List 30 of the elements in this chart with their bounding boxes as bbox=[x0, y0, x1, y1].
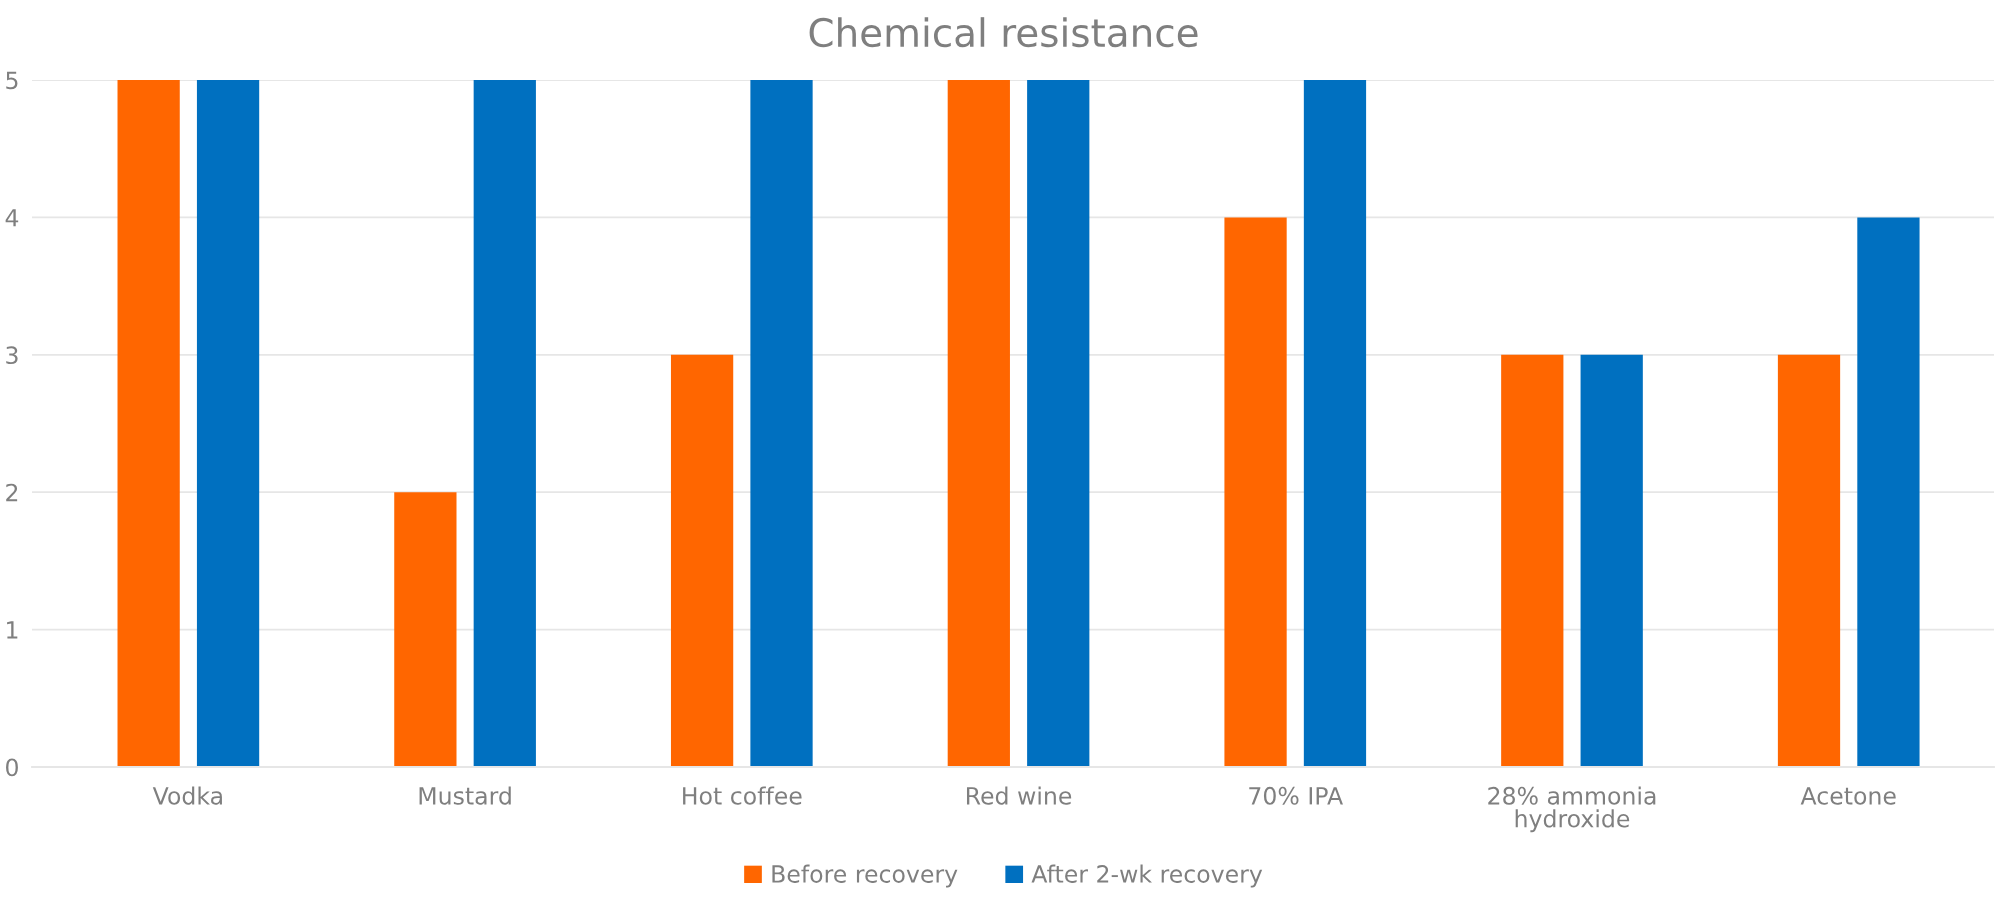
y-tick-label: 5 bbox=[6, 71, 18, 90]
bar bbox=[117, 80, 180, 767]
y-tick-label: 4 bbox=[5, 209, 19, 227]
y-tick-label: 1 bbox=[7, 621, 18, 639]
x-tick-label: Acetone bbox=[1800, 787, 1896, 805]
legend-label: After 2-wk recovery bbox=[1031, 864, 1263, 888]
bar bbox=[1303, 80, 1367, 767]
bar bbox=[473, 80, 536, 767]
bar bbox=[1777, 354, 1841, 767]
bar bbox=[196, 80, 260, 767]
y-tick-label: 3 bbox=[6, 346, 18, 365]
bar bbox=[394, 492, 457, 767]
y-tick-label: 2 bbox=[6, 483, 18, 502]
x-tick-label: Vodka bbox=[152, 786, 222, 805]
bar bbox=[947, 80, 1010, 767]
x-tick-label: Mustard bbox=[419, 786, 511, 805]
legend-label: Before recovery bbox=[772, 864, 958, 888]
bar bbox=[670, 354, 734, 767]
x-tick-label: Hot coffee bbox=[683, 786, 802, 805]
bar bbox=[1501, 354, 1564, 767]
bar bbox=[1857, 217, 1920, 767]
chart-title: Chemical resistance bbox=[809, 17, 1198, 48]
bar bbox=[1580, 354, 1643, 767]
bar bbox=[1224, 217, 1287, 767]
bar bbox=[750, 80, 813, 767]
x-tick-label: Red wine bbox=[966, 786, 1072, 805]
x-tick-label: 28% ammonia hydroxide bbox=[1488, 786, 1656, 833]
x-tick-label: 70% IPA bbox=[1249, 786, 1343, 805]
bar bbox=[1027, 80, 1090, 767]
y-tick-label: 0 bbox=[6, 758, 18, 777]
